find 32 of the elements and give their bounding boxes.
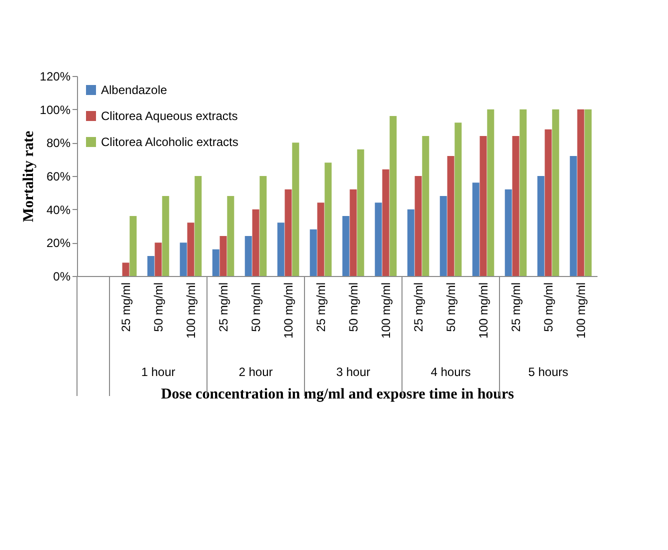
y-tick-label: 60% [46,170,71,184]
y-tick-label: 0% [53,270,71,284]
x-tick-label: 25 mg/ml [411,282,426,332]
x-tick-label: 100 mg/ml [378,282,393,339]
legend-label: Clitorea Alcoholic extracts [101,135,238,149]
y-tick-label: 40% [46,202,71,217]
y-tick-label: 20% [46,236,71,250]
text: 4 hours [430,365,471,379]
text: 1 hour [141,365,176,379]
x-tick-label: 50 mg/ml [444,282,458,332]
legend-label: Albendazole [101,83,168,97]
y-tick-label: 80% [46,136,71,150]
text: 5 hours [528,365,568,379]
x-tick-label: 25 mg/ml [118,282,133,332]
x-tick-label: 25 mg/ml [508,282,523,332]
x-axis-title: Dose concentration in mg/ml and exposre time in hours [160,386,514,403]
legend-label: Clitorea Aqueous extracts [101,109,238,123]
x-tick-label: 50 mg/ml [346,282,360,332]
y-tick-label: 120% [40,70,71,84]
x-tick-label: 100 mg/ml [476,282,490,339]
x-tick-label: 50 mg/ml [541,282,556,332]
text: 2 hour [238,365,273,379]
text: 3 hour [336,365,370,379]
x-tick-label: 50 mg/ml [151,282,166,332]
x-tick-label: 50 mg/ml [248,282,263,332]
x-tick-label: 100 mg/ml [574,282,588,339]
y-axis-title: Mortality rate [20,130,37,222]
x-tick-label: 25 mg/ml [314,282,328,332]
x-tick-label: 100 mg/ml [184,282,198,339]
y-tick-label: 100% [40,102,71,117]
x-tick-label: 100 mg/ml [281,282,296,339]
x-tick-label: 25 mg/ml [216,282,230,332]
